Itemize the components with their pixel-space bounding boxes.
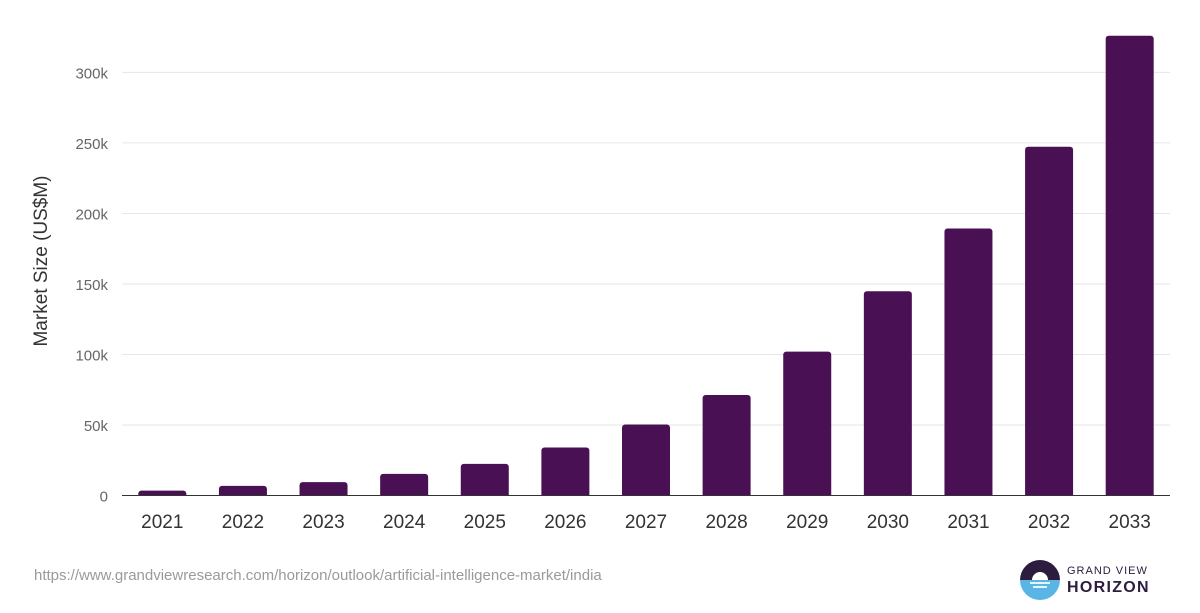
bar-2033[interactable] — [1105, 35, 1154, 499]
y-tick-label: 200k — [75, 206, 108, 223]
x-tick-label: 2028 — [705, 512, 747, 533]
bar-2027[interactable] — [622, 424, 670, 499]
y-tick-label: 0 — [100, 489, 108, 506]
bar-2023[interactable] — [299, 482, 348, 499]
grid-lines — [122, 71, 1170, 426]
y-axis-label: Market Size (US$M) — [31, 175, 52, 346]
horizon-logo-icon — [1020, 560, 1060, 600]
y-axis-ticks: 0 50k 100k 150k 200k 250k 300k — [75, 65, 108, 505]
x-tick-label: 2023 — [302, 512, 344, 533]
y-tick-label: 100k — [75, 347, 108, 364]
bar-2031[interactable] — [944, 228, 993, 499]
bar-2030[interactable] — [863, 291, 912, 499]
x-tick-label: 2024 — [383, 512, 426, 533]
source-url-link[interactable]: https://www.grandviewresearch.com/horizo… — [34, 567, 602, 584]
logo-text-horizon: HORIZON — [1067, 579, 1150, 596]
bar-2032[interactable] — [1025, 146, 1074, 499]
logo-text-grand-view: GRAND VIEW — [1067, 565, 1148, 577]
x-tick-label: 2031 — [947, 512, 989, 533]
y-tick-label: 50k — [84, 418, 109, 435]
axis-mask — [122, 495, 1170, 502]
bar-2025[interactable] — [460, 463, 509, 499]
y-tick-label: 250k — [75, 136, 108, 153]
bar-2028[interactable] — [702, 394, 751, 499]
x-tick-label: 2025 — [464, 512, 506, 533]
x-tick-label: 2033 — [1109, 512, 1151, 533]
bar-2026[interactable] — [541, 447, 590, 499]
grand-view-horizon-logo: GRAND VIEW HORIZON — [1020, 560, 1160, 602]
x-tick-label: 2022 — [222, 512, 264, 533]
bars — [122, 35, 1170, 502]
x-tick-label: 2029 — [786, 512, 828, 533]
x-axis-ticks: 2021 2022 2023 2024 2025 2026 2027 2028 2029 2030… — [141, 512, 1151, 533]
x-tick-label: 2032 — [1028, 512, 1070, 533]
x-tick-label: 2026 — [544, 512, 586, 533]
bar-2029[interactable] — [783, 351, 832, 499]
x-tick-label: 2030 — [867, 512, 909, 533]
x-tick-label: 2027 — [625, 512, 667, 533]
y-tick-label: 150k — [75, 277, 108, 294]
bar-2024[interactable] — [380, 473, 429, 499]
x-tick-label: 2021 — [141, 512, 183, 533]
y-tick-label: 300k — [75, 65, 108, 82]
